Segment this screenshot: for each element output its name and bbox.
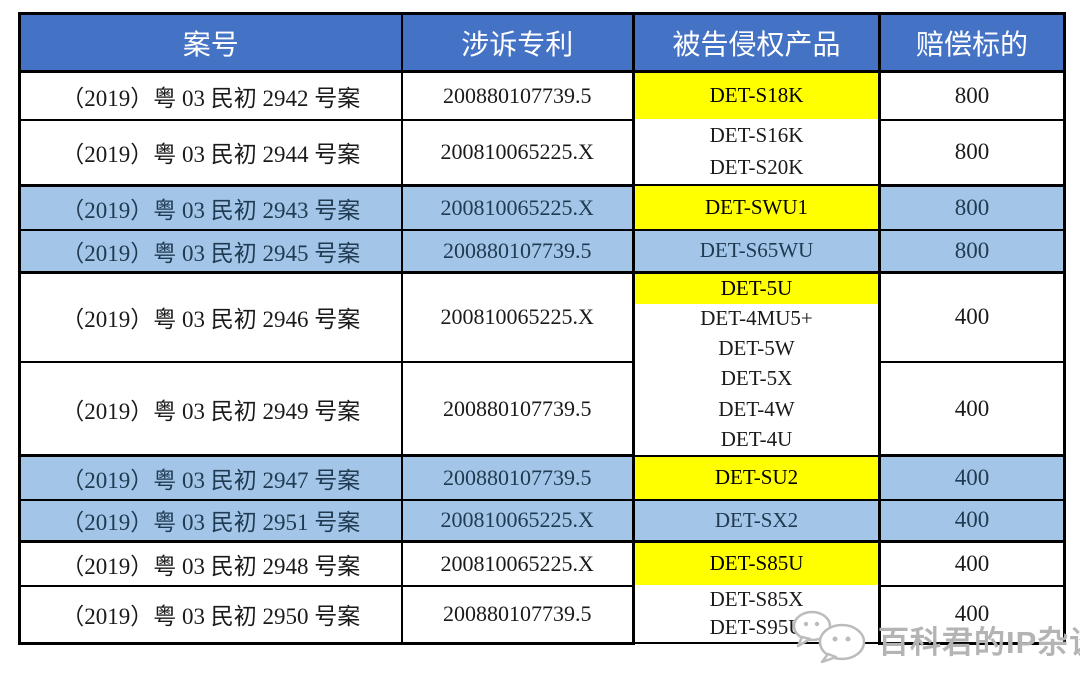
table-row: （2019）粤 03 民初 2944 号案 200810065225.X 800 (18, 118, 1066, 187)
amount-cell: 400 (878, 454, 1066, 501)
amount-cell: 800 (878, 184, 1066, 231)
case-cell: （2019）粤 03 民初 2951 号案 (18, 498, 403, 543)
patent-cell: 200880107739.5 (400, 454, 635, 501)
header-cell-amount: 赔偿标的 (878, 12, 1066, 73)
case-cell: （2019）粤 03 民初 2944 号案 (18, 118, 403, 187)
product-cell: DET-SX2 (632, 498, 881, 543)
header-cell-patent: 涉诉专利 (400, 12, 635, 73)
amount-cell: 400 (878, 584, 1066, 645)
table-row: （2019）粤 03 民初 2948 号案 200810065225.X DET… (18, 540, 1066, 644)
table-header-row: 案号 涉诉专利 被告侵权产品 赔偿标的 (18, 12, 1066, 73)
patent-cell: 200810065225.X (400, 270, 635, 364)
table-row: （2019）粤 03 民初 2945 号案 200880107739.5 DET… (18, 229, 1066, 274)
patent-cell: 200880107739.5 (400, 70, 635, 121)
product-cell-highlighted: DET-SU2 (632, 454, 881, 501)
product-line: DET-5X (720, 366, 793, 391)
product-line: DET-S20K (709, 155, 804, 180)
table-row: （2019）粤 03 民初 2946 号案 200810065225.X DET… (18, 270, 1066, 457)
product-line: DET-S85X (709, 586, 804, 611)
patent-cell: 200810065225.X (400, 184, 635, 231)
table-row: （2019）粤 03 民初 2942 号案 200880107739.5 DET… (18, 70, 1066, 186)
watermark-text: 百科君的IP杂谈 (878, 625, 1080, 660)
table-row: （2019）粤 03 民初 2951 号案 200810065225.X DET… (18, 498, 1066, 543)
watermark: 百科君的IP杂谈 (790, 608, 1080, 671)
amount-cell: 400 (878, 361, 1066, 458)
amount-cell: 400 (878, 498, 1066, 543)
amount-cell: 800 (878, 70, 1066, 121)
amount-cell: 800 (878, 229, 1066, 274)
product-cell-merged: DET-S18K DET-S16K DET-S20K (632, 70, 881, 186)
product-line: DET-4MU5+ (700, 306, 813, 330)
case-cell: （2019）粤 03 民初 2948 号案 (18, 540, 403, 587)
patent-cell: 200880107739.5 (400, 361, 635, 458)
amount-cell: 800 (878, 118, 1066, 187)
amount-cell: 400 (878, 270, 1066, 364)
patent-cell: 200880107739.5 (400, 584, 635, 645)
case-cell: （2019）粤 03 民初 2949 号案 (18, 361, 403, 458)
case-cell: （2019）粤 03 民初 2943 号案 (18, 184, 403, 231)
wechat-chat-bubbles-icon (790, 608, 872, 671)
product-line: DET-S16K (709, 122, 804, 147)
product-line: DET-4W (718, 396, 795, 421)
highlight-band: DET-5U (635, 273, 877, 304)
patent-cell: 200810065225.X (400, 498, 635, 543)
table-row: （2019）粤 03 民初 2943 号案 200810065225.X DET… (18, 184, 1066, 231)
product-cell-merged: DET-5U DET-4MU5+ DET-5W DET-5X DET-4W DE… (632, 271, 881, 457)
patent-cell: 200810065225.X (400, 118, 635, 187)
product-cell-merged: DET-S85U DET-S85X DET-S95U (632, 540, 881, 644)
patent-cell: 200880107739.5 (400, 229, 635, 274)
table-row: （2019）粤 03 民初 2949 号案 200880107739.5 400 (18, 361, 1066, 458)
table-row: （2019）粤 03 民初 2947 号案 200880107739.5 DET… (18, 454, 1066, 501)
highlight-band: DET-S18K (635, 73, 877, 119)
table-row: （2019）粤 03 民初 2950 号案 200880107739.5 400 (18, 584, 1066, 645)
case-cell: （2019）粤 03 民初 2946 号案 (18, 270, 403, 364)
product-line: DET-5W (718, 336, 795, 361)
patent-case-table: 案号 涉诉专利 被告侵权产品 赔偿标的 （2019）粤 03 民初 2942 号… (18, 12, 1066, 645)
amount-cell: 400 (878, 540, 1066, 587)
product-cell: DET-S65WU (632, 229, 881, 274)
product-line: DET-4U (720, 426, 793, 451)
patent-cell: 200810065225.X (400, 540, 635, 587)
case-cell: （2019）粤 03 民初 2947 号案 (18, 454, 403, 501)
header-cell-product: 被告侵权产品 (632, 12, 881, 73)
case-cell: （2019）粤 03 民初 2945 号案 (18, 229, 403, 274)
case-cell: （2019）粤 03 民初 2950 号案 (18, 584, 403, 645)
header-cell-case: 案号 (18, 12, 403, 73)
highlight-band: DET-S85U (635, 543, 877, 585)
case-cell: （2019）粤 03 民初 2942 号案 (18, 70, 403, 121)
product-cell-highlighted: DET-SWU1 (632, 184, 881, 231)
product-line: DET-S95U (709, 615, 804, 640)
